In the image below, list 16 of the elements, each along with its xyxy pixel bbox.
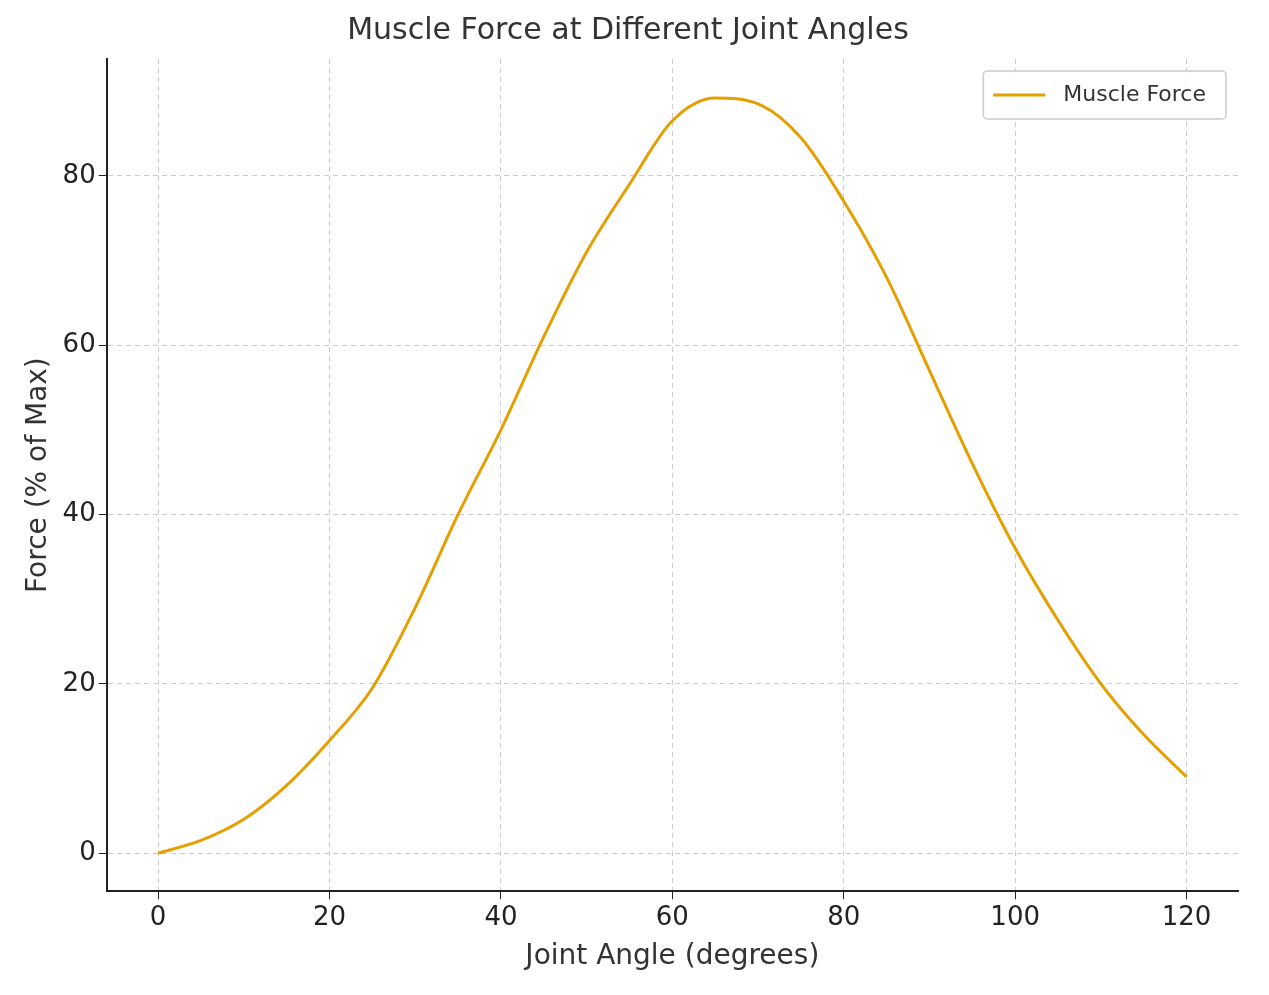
y-tick-label: 60 <box>62 327 96 358</box>
x-tick-label: 40 <box>484 900 518 931</box>
x-tick-label: 100 <box>990 900 1040 931</box>
x-tick-label: 60 <box>655 900 689 931</box>
legend-label: Muscle Force <box>1063 80 1207 106</box>
chart-title: Muscle Force at Different Joint Angles <box>347 10 909 46</box>
x-tick-label: 80 <box>827 900 861 931</box>
y-axis-title: Force (% of Max) <box>20 357 54 593</box>
y-tick-label: 0 <box>79 835 96 866</box>
x-axis-title: Joint Angle (degrees) <box>523 938 820 972</box>
y-tick-label: 20 <box>62 666 96 697</box>
x-tick-label: 120 <box>1161 900 1212 931</box>
x-tick-label: 20 <box>312 900 347 931</box>
y-tick-label: 80 <box>62 158 96 189</box>
x-tick-label: 0 <box>149 900 167 931</box>
y-tick-label: 40 <box>62 497 96 528</box>
